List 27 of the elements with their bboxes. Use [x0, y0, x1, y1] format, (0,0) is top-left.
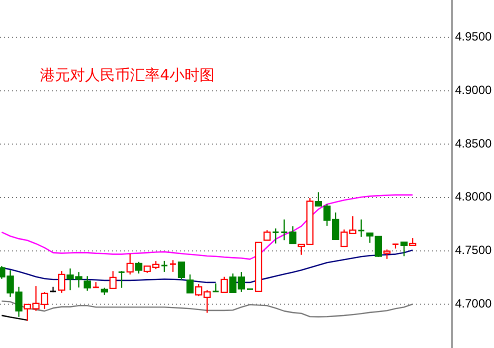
candlestick [280, 218, 288, 241]
candlestick [178, 262, 186, 281]
candlestick [272, 228, 280, 244]
candlestick [135, 261, 142, 274]
candlestick [220, 276, 228, 293]
candlestick [84, 276, 91, 292]
y-tick-label: 4.7500 [455, 243, 492, 258]
line-series [1, 194, 414, 260]
candlestick [289, 226, 296, 244]
candlestick [160, 260, 168, 272]
y-tick-label: 4.8000 [455, 190, 492, 204]
candlestick [186, 274, 194, 294]
y-tick-label: 4.7000 [455, 296, 492, 310]
candlestick [169, 260, 177, 272]
candlestick [383, 248, 391, 260]
y-tick-label: 4.8500 [455, 136, 492, 150]
candlestick [400, 242, 408, 257]
candlestick [263, 230, 271, 241]
candlestick [358, 218, 366, 238]
candlestick [118, 270, 126, 288]
y-tick-label: 4.9500 [455, 30, 492, 44]
candlestick [109, 270, 117, 290]
candlestick [126, 253, 134, 276]
y-tick-label: 4.9000 [455, 82, 492, 97]
title: 港元对人民币汇率4小时图 [40, 66, 215, 84]
candlestick [58, 270, 66, 294]
candlestick [212, 282, 220, 292]
